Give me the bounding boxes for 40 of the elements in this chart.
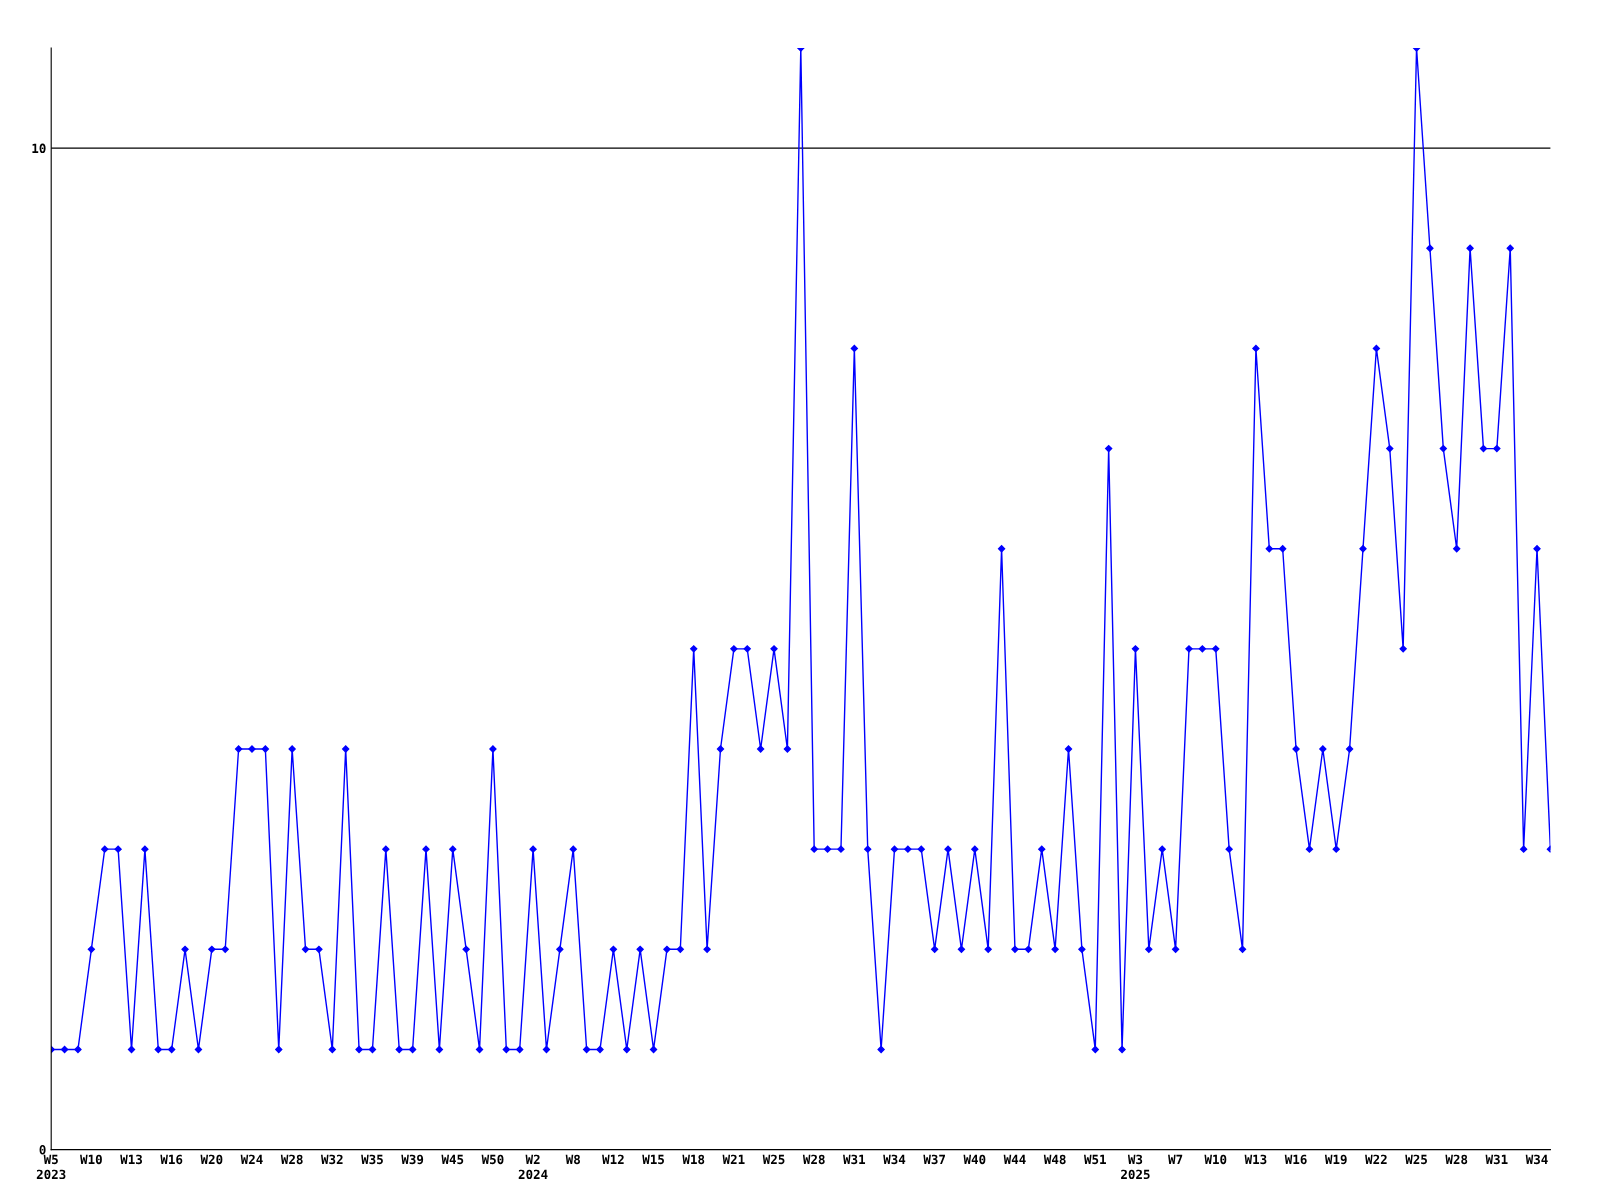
x-tick-label: W16 [1284,1154,1307,1165]
x-tick-label: W37 [923,1154,946,1165]
x-tick-label: W51 [1084,1154,1106,1165]
x-tick-label: W2 2024 [518,1154,548,1180]
x-tick-label: W39 [401,1154,424,1165]
x-tick-label: W21 [722,1154,745,1164]
x-tick-label: W10 [80,1154,102,1165]
x-tick-label: W22 [1365,1154,1387,1164]
x-tick-label: W18 [682,1154,705,1165]
x-tick-label: W50 [481,1154,504,1165]
x-tick-label: W20 [200,1154,223,1165]
x-tick-label: W16 [160,1154,183,1165]
x-tick-label: W40 [963,1154,986,1165]
x-tick-label: W34 [883,1154,906,1165]
x-tick-label: W25 [1405,1154,1427,1165]
y-tick-label: 10 [32,143,46,154]
x-tick-label: W13 [1244,1154,1267,1165]
x-tick-label: W15 [642,1154,664,1165]
x-tick-label: W13 [120,1154,142,1165]
x-tick-label: W28 [802,1154,825,1165]
x-tick-label: W3 2025 [1121,1154,1150,1180]
x-tick-label: W48 [1043,1154,1066,1165]
x-tick-label: W28 [280,1154,303,1165]
y-tick-label: 0 [39,1145,46,1155]
x-tick-label: W12 [602,1154,624,1164]
x-tick-label: W31 [843,1154,866,1165]
x-tick-label: W24 [240,1154,263,1164]
x-tick-label: W28 [1445,1154,1468,1165]
x-tick-label: W45 [441,1154,464,1165]
x-tick-label: W8 [565,1154,580,1165]
x-tick-label: W19 [1324,1154,1347,1165]
x-tick-label: W32 [321,1154,343,1165]
x-tick-label: W25 [762,1154,785,1165]
x-tick-label: W44 [1003,1154,1026,1164]
x-tick-label: W31 [1485,1154,1508,1165]
x-tick-label: W5 2023 [36,1154,66,1180]
x-tick-label: W10 [1204,1154,1227,1165]
x-tick-label: W34 [1525,1154,1548,1165]
x-tick-label: W35 [361,1154,383,1165]
x-tick-label: W7 [1168,1154,1183,1164]
